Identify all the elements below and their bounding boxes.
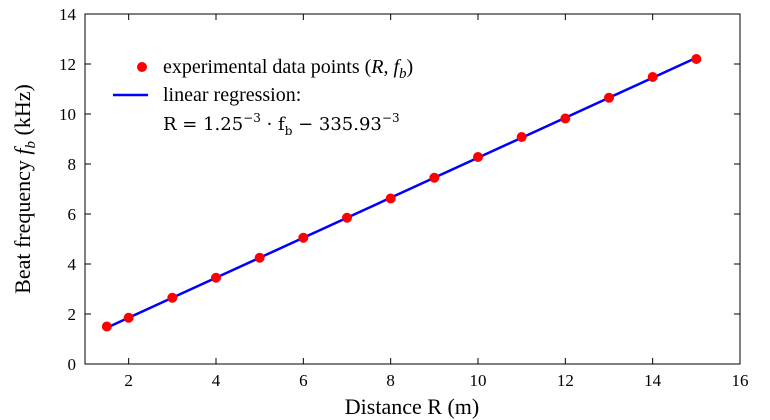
data-point bbox=[473, 152, 483, 162]
y-tick-label: 4 bbox=[68, 255, 77, 274]
x-tick-label: 4 bbox=[212, 371, 221, 390]
data-point bbox=[429, 172, 440, 183]
y-axis-ticks: 0 2 4 6 8 10 12 14 bbox=[59, 5, 740, 374]
y-tick-label: 6 bbox=[68, 205, 77, 224]
x-tick-label: 8 bbox=[386, 371, 395, 390]
data-point bbox=[298, 232, 309, 243]
regression-formula: R = 1.25−3 · fb − 335.93−3 bbox=[163, 111, 400, 138]
data-point bbox=[167, 292, 178, 303]
x-axis-ticks: 2 4 6 8 10 12 14 16 bbox=[124, 14, 749, 390]
data-point bbox=[691, 54, 702, 64]
data-point bbox=[123, 312, 134, 323]
y-tick-label: 12 bbox=[59, 55, 76, 74]
data-point bbox=[604, 92, 614, 103]
y-axis-label: Beat frequency fb (kHz) bbox=[10, 84, 39, 294]
series-layer bbox=[101, 54, 702, 332]
data-point bbox=[101, 321, 112, 332]
x-tick-label: 10 bbox=[470, 371, 487, 390]
data-point bbox=[516, 132, 527, 142]
y-tick-label: 2 bbox=[68, 305, 77, 324]
y-tick-label: 10 bbox=[59, 105, 76, 124]
x-tick-label: 2 bbox=[124, 371, 133, 390]
data-point bbox=[647, 72, 658, 82]
x-tick-label: 12 bbox=[557, 371, 574, 390]
y-tick-label: 8 bbox=[68, 155, 77, 174]
plot-area bbox=[84, 13, 741, 365]
data-point bbox=[342, 212, 352, 223]
legend-label-experimental: experimental data points (R, fb) bbox=[163, 56, 413, 82]
data-point bbox=[254, 252, 265, 263]
data-point bbox=[560, 113, 571, 124]
data-point bbox=[385, 193, 396, 204]
legend: experimental data points (R, fb) linear … bbox=[113, 56, 413, 138]
legend-label-regression: linear regression: bbox=[163, 84, 301, 106]
y-tick-label: 14 bbox=[59, 5, 77, 24]
regression-line bbox=[106, 56, 697, 329]
plot-frame bbox=[84, 13, 741, 365]
x-axis-label: Distance R (m) bbox=[345, 394, 479, 419]
x-tick-label: 14 bbox=[644, 371, 662, 390]
data-point bbox=[211, 272, 221, 283]
x-tick-label: 6 bbox=[299, 371, 308, 390]
legend-marker-experimental bbox=[137, 62, 147, 72]
x-tick-label: 16 bbox=[732, 371, 749, 390]
y-tick-label: 0 bbox=[68, 355, 77, 374]
